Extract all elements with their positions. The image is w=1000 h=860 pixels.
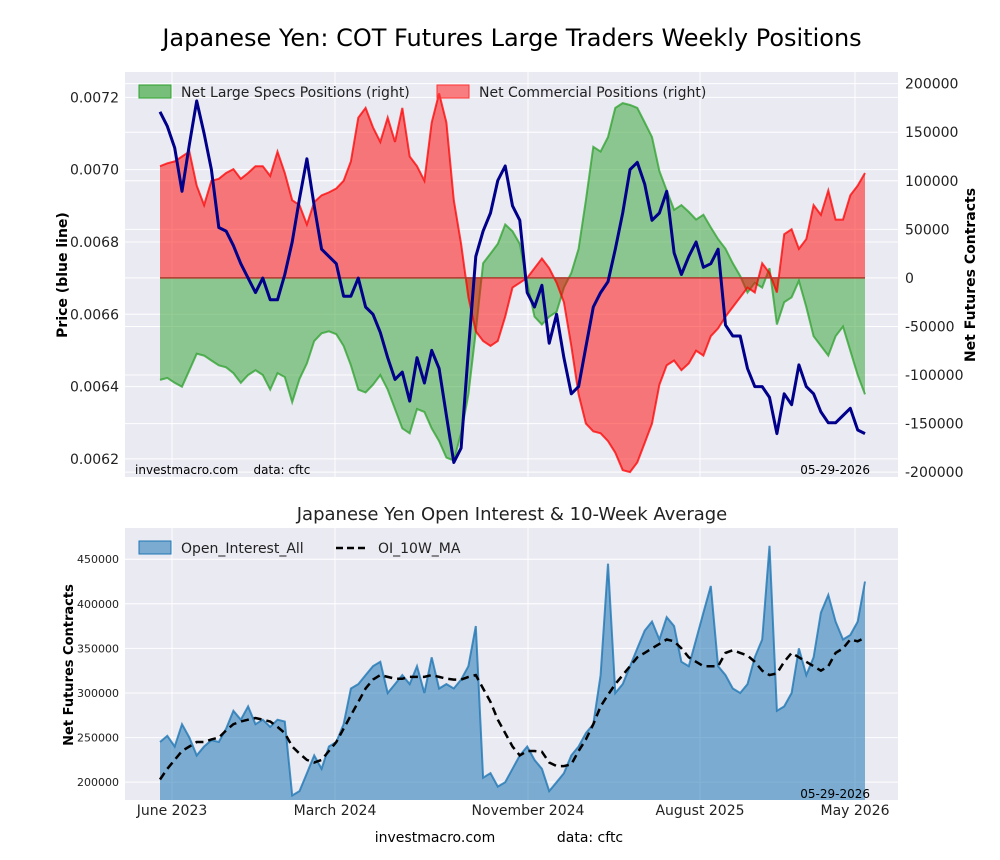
- top-left-tick-label: 0.0062: [70, 452, 119, 468]
- bottom-y-tick-labels: 200000 250000 300000 350000 400000 450000: [77, 553, 119, 789]
- bottom-areas: [159, 545, 866, 800]
- top-right-tick-label: 200000: [905, 77, 958, 93]
- bottom-y-tick-label: 200000: [77, 776, 119, 789]
- top-left-tick-label: 0.0070: [70, 163, 119, 179]
- top-left-tick-label: 0.0066: [70, 307, 119, 323]
- top-right-tick-label: -150000: [905, 417, 964, 433]
- top-areas: [159, 93, 866, 474]
- legend-swatch-open-interest: [138, 540, 172, 555]
- legend-label-specs: Net Large Specs Positions (right): [181, 85, 410, 101]
- top-panel: 0.0062 0.0064 0.0066 0.0068 0.0070 0.0072 -20…: [55, 72, 979, 481]
- top-right-tick-label: 150000: [905, 125, 958, 141]
- bottom-y-tick-label: 450000: [77, 553, 119, 566]
- top-legend: Net Large Specs Positions (right) Net Co…: [138, 84, 706, 101]
- bottom-x-tick-label: August 2025: [655, 803, 744, 819]
- bottom-y-tick-label: 300000: [77, 687, 119, 700]
- bottom-date-annotation: 05-29-2026: [800, 787, 870, 801]
- footer-source-left: investmacro.com: [375, 830, 495, 846]
- figure-title: Japanese Yen: COT Futures Large Traders …: [160, 24, 861, 52]
- bottom-y-axis-label: Net Futures Contracts: [62, 584, 77, 746]
- bottom-x-tick-label: May 2026: [820, 803, 889, 819]
- legend-label-open-interest: Open_Interest_All: [181, 541, 304, 557]
- top-left-axis-label: Price (blue line): [55, 212, 71, 338]
- top-right-tick-labels: -200000 -150000 -100000 -50000 0 50000 100000 1…: [905, 77, 964, 481]
- bottom-moving-average-line: [158, 636, 866, 781]
- bottom-x-tick-labels: June 2023 March 2024 November 2024 August 2…: [136, 803, 890, 819]
- top-right-tick-label: -50000: [905, 319, 955, 335]
- top-date-annotation: 05-29-2026: [800, 463, 870, 477]
- open-interest-area: [160, 545, 865, 800]
- top-right-tick-label: 50000: [905, 222, 950, 238]
- top-right-tick-label: -200000: [905, 465, 964, 481]
- top-right-tick-label: 0: [905, 271, 914, 287]
- legend-swatch-specs: [138, 84, 172, 99]
- top-right-tick-label: -100000: [905, 368, 964, 384]
- top-right-axis-label: Net Futures Contracts: [963, 188, 979, 362]
- bottom-x-tick-label: March 2024: [294, 803, 377, 819]
- bottom-legend: Open_Interest_All OI_10W_MA: [138, 540, 461, 557]
- bottom-x-tick-label: November 2024: [472, 803, 585, 819]
- top-watermark: investmacro.com data: cftc: [135, 463, 310, 477]
- top-left-tick-label: 0.0064: [70, 380, 119, 396]
- bottom-x-tick-label: June 2023: [136, 803, 208, 819]
- bottom-y-tick-label: 250000: [77, 732, 119, 745]
- legend-swatch-commercial: [436, 84, 470, 99]
- footer-source-right: data: cftc: [557, 830, 623, 846]
- top-price-line: [158, 99, 866, 464]
- legend-label-commercial: Net Commercial Positions (right): [479, 85, 706, 101]
- net-large-specs-line: [159, 102, 866, 462]
- legend-label-moving-average: OI_10W_MA: [378, 541, 461, 557]
- moving-average-line: [158, 636, 866, 781]
- price-line: [158, 99, 866, 464]
- net-commercial-line: [159, 93, 866, 474]
- bottom-y-tick-label: 400000: [77, 598, 119, 611]
- bottom-chart-title: Japanese Yen Open Interest & 10-Week Ave…: [296, 504, 728, 525]
- top-left-tick-labels: 0.0062 0.0064 0.0066 0.0068 0.0070 0.0072: [70, 90, 119, 468]
- net-commercial-area: [160, 93, 865, 473]
- net-large-specs-area: [160, 103, 865, 461]
- open-interest-line: [159, 545, 866, 798]
- bottom-panel: Japanese Yen Open Interest & 10-Week Ave…: [62, 504, 898, 819]
- top-right-tick-label: 100000: [905, 174, 958, 190]
- bottom-y-tick-label: 350000: [77, 642, 119, 655]
- top-left-tick-label: 0.0068: [70, 235, 119, 251]
- top-left-tick-label: 0.0072: [70, 90, 119, 106]
